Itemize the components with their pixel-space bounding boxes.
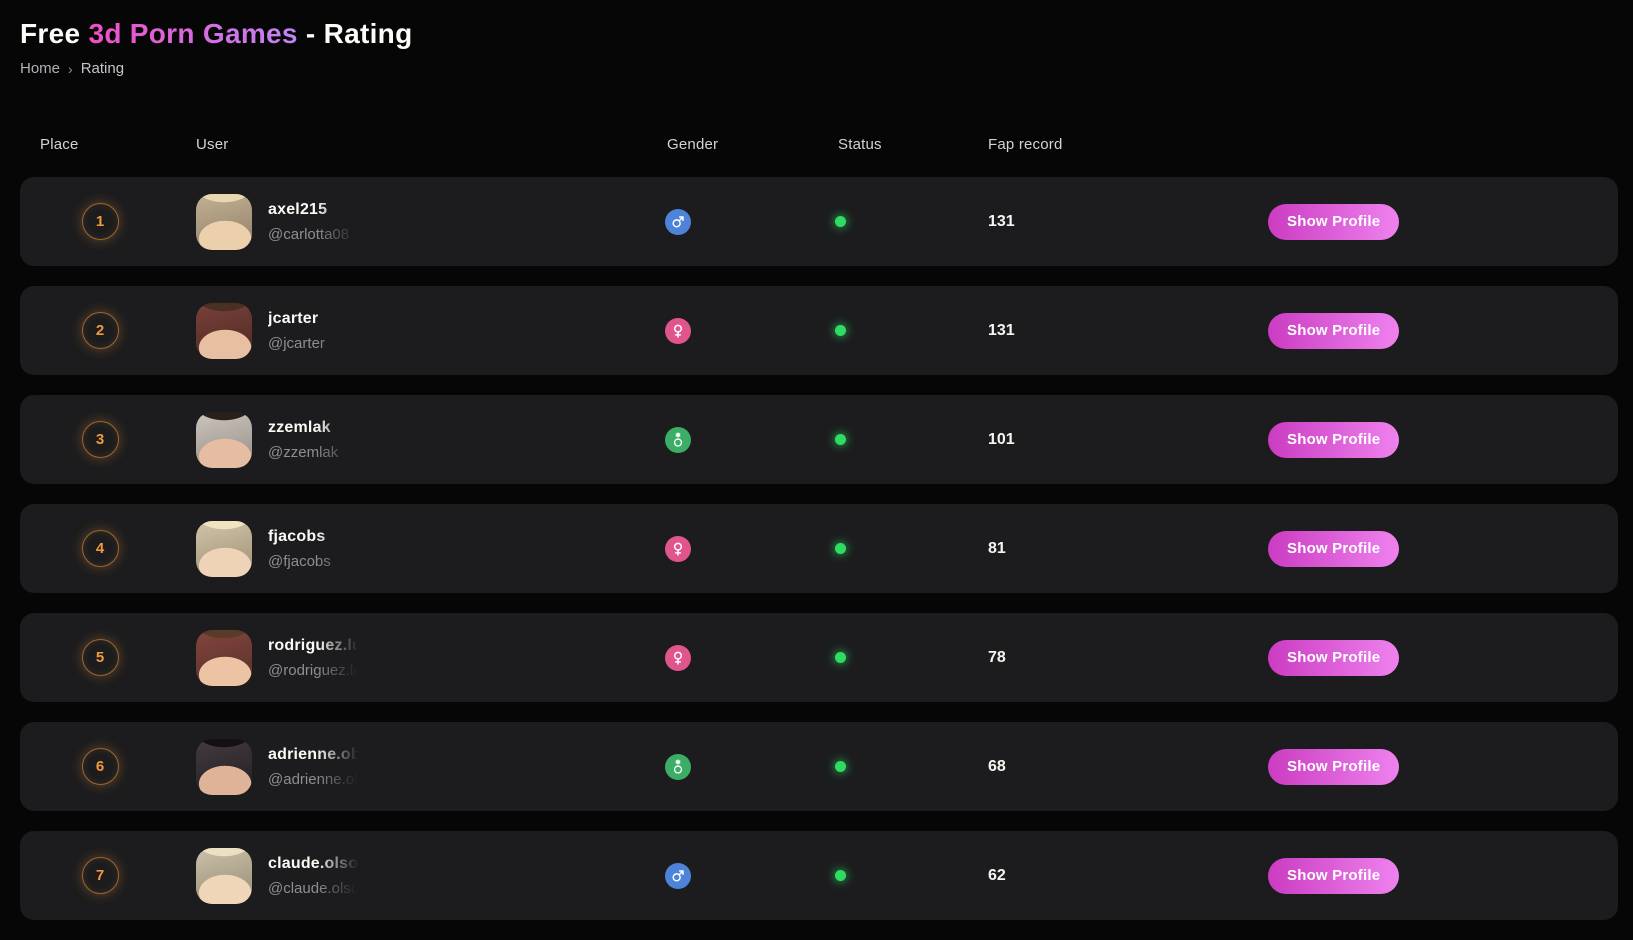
user-handle: @adrienne.ob bbox=[268, 770, 362, 788]
column-header-user: User bbox=[196, 135, 229, 153]
table-header: Place User Gender Status Fap record bbox=[20, 134, 1618, 154]
username: rodriguez.lui bbox=[268, 636, 362, 654]
table-row: 5 rodriguez.lui @rodriguez.lu 78 Show Pr… bbox=[20, 613, 1618, 702]
page-header: Free 3d Porn Games - Rating Home › Ratin… bbox=[0, 0, 1633, 77]
breadcrumb-current: Rating bbox=[80, 60, 125, 77]
column-header-status: Status bbox=[838, 135, 882, 153]
show-profile-button[interactable]: Show Profile bbox=[1268, 857, 1400, 894]
show-profile-button[interactable]: Show Profile bbox=[1268, 748, 1400, 785]
avatar[interactable] bbox=[196, 847, 252, 904]
breadcrumb-home-link[interactable]: Home bbox=[20, 60, 61, 77]
place-number: 3 bbox=[95, 431, 105, 448]
place-badge: 1 bbox=[81, 203, 119, 240]
place-number: 7 bbox=[95, 867, 105, 884]
table-row: 6 adrienne.obe @adrienne.ob 68 Show Prof… bbox=[20, 722, 1618, 811]
fap-record: 101 bbox=[988, 430, 1015, 448]
gender-icon bbox=[665, 208, 691, 235]
avatar[interactable] bbox=[196, 629, 252, 686]
gender-icon bbox=[665, 426, 691, 453]
show-profile-button[interactable]: Show Profile bbox=[1268, 203, 1400, 240]
online-status-dot bbox=[835, 325, 846, 336]
table-row: 1 axel215 @carlotta08 131 Show Profile bbox=[20, 177, 1618, 266]
place-badge: 7 bbox=[81, 857, 119, 894]
username: claude.olson bbox=[268, 854, 362, 872]
user-handle: @jcarter bbox=[268, 334, 325, 352]
table-row: 3 zzemlak @zzemlak 101 Show Profile bbox=[20, 395, 1618, 484]
column-header-place: Place bbox=[40, 135, 79, 153]
fap-record: 131 bbox=[988, 321, 1015, 339]
column-header-fap-record: Fap record bbox=[988, 135, 1063, 153]
place-number: 6 bbox=[95, 758, 105, 775]
show-profile-button[interactable]: Show Profile bbox=[1268, 639, 1400, 676]
user-handle: @carlotta08 bbox=[268, 225, 350, 243]
username: axel215 bbox=[268, 200, 328, 218]
table-row: 7 claude.olson @claude.olso 62 Show Prof… bbox=[20, 831, 1618, 920]
place-number: 5 bbox=[95, 649, 105, 666]
place-number: 1 bbox=[95, 213, 105, 230]
user-cell: jcarter @jcarter bbox=[180, 302, 660, 359]
breadcrumb-separator: › bbox=[68, 60, 73, 77]
username: adrienne.obe bbox=[268, 745, 362, 763]
place-number: 4 bbox=[95, 540, 105, 557]
user-handle: @zzemlak bbox=[268, 443, 339, 461]
show-profile-button[interactable]: Show Profile bbox=[1268, 530, 1400, 567]
online-status-dot bbox=[835, 761, 846, 772]
fap-record: 68 bbox=[988, 757, 1006, 775]
title-highlight: 3d Porn Games bbox=[88, 18, 298, 49]
column-header-gender: Gender bbox=[667, 135, 719, 153]
gender-icon bbox=[665, 317, 691, 344]
gender-icon bbox=[665, 644, 691, 671]
online-status-dot bbox=[835, 216, 846, 227]
table-row: 4 fjacobs @fjacobs 81 Show Profile bbox=[20, 504, 1618, 593]
show-profile-button[interactable]: Show Profile bbox=[1268, 421, 1400, 458]
place-badge: 2 bbox=[81, 312, 119, 349]
avatar[interactable] bbox=[196, 738, 252, 795]
username: jcarter bbox=[268, 309, 319, 327]
place-badge: 6 bbox=[81, 748, 119, 785]
gender-icon bbox=[665, 535, 691, 562]
title-prefix: Free bbox=[20, 18, 81, 49]
gender-icon bbox=[665, 753, 691, 780]
breadcrumb: Home › Rating bbox=[20, 60, 1613, 77]
page-title: Free 3d Porn Games - Rating bbox=[20, 16, 1613, 51]
avatar[interactable] bbox=[196, 193, 252, 250]
place-badge: 5 bbox=[81, 639, 119, 676]
fap-record: 131 bbox=[988, 212, 1015, 230]
online-status-dot bbox=[835, 652, 846, 663]
username: fjacobs bbox=[268, 527, 326, 545]
user-cell: axel215 @carlotta08 bbox=[180, 193, 660, 250]
table-row: 2 jcarter @jcarter 131 Show Profile bbox=[20, 286, 1618, 375]
user-cell: rodriguez.lui @rodriguez.lu bbox=[180, 629, 660, 686]
online-status-dot bbox=[835, 434, 846, 445]
user-handle: @claude.olso bbox=[268, 879, 360, 897]
avatar[interactable] bbox=[196, 302, 252, 359]
place-number: 2 bbox=[95, 322, 105, 339]
online-status-dot bbox=[835, 543, 846, 554]
place-badge: 4 bbox=[81, 530, 119, 567]
fap-record: 78 bbox=[988, 648, 1006, 666]
user-cell: claude.olson @claude.olso bbox=[180, 847, 660, 904]
user-cell: fjacobs @fjacobs bbox=[180, 520, 660, 577]
gender-icon bbox=[665, 862, 691, 889]
user-cell: adrienne.obe @adrienne.ob bbox=[180, 738, 660, 795]
fap-record: 62 bbox=[988, 866, 1006, 884]
online-status-dot bbox=[835, 870, 846, 881]
place-badge: 3 bbox=[81, 421, 119, 458]
user-handle: @fjacobs bbox=[268, 552, 331, 570]
show-profile-button[interactable]: Show Profile bbox=[1268, 312, 1400, 349]
username: zzemlak bbox=[268, 418, 331, 436]
user-cell: zzemlak @zzemlak bbox=[180, 411, 660, 468]
avatar[interactable] bbox=[196, 411, 252, 468]
rating-list: 1 axel215 @carlotta08 131 Show Profile 2… bbox=[20, 177, 1618, 920]
fap-record: 81 bbox=[988, 539, 1006, 557]
title-suffix: - Rating bbox=[305, 18, 413, 49]
avatar[interactable] bbox=[196, 520, 252, 577]
user-handle: @rodriguez.lu bbox=[268, 661, 362, 679]
